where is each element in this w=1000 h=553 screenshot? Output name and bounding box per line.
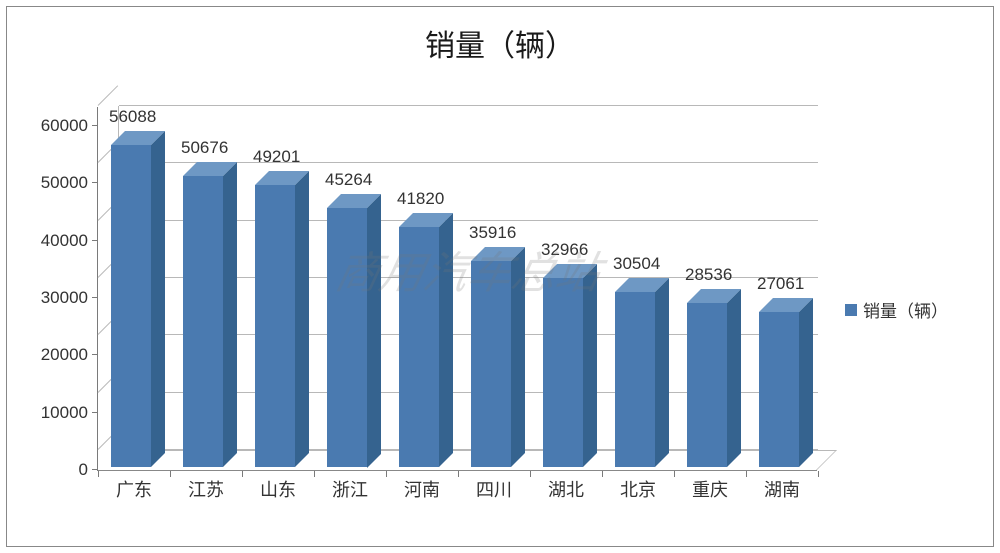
x-axis-label: 重庆 xyxy=(674,476,746,502)
x-axis-label: 广东 xyxy=(98,476,170,502)
x-tick xyxy=(818,471,819,477)
bar-slot: 41820河南 xyxy=(386,106,458,470)
chart-title: 销量（辆） xyxy=(7,21,993,65)
x-axis-label: 江苏 xyxy=(170,476,242,502)
bar-slot: 35916四川 xyxy=(458,106,530,470)
bar-front xyxy=(327,208,367,468)
y-axis-label: 40000 xyxy=(41,231,88,251)
bar-front xyxy=(543,278,583,467)
bar-slot: 32966湖北 xyxy=(530,106,602,470)
gridline-depth xyxy=(98,85,119,106)
bar-value-label: 35916 xyxy=(469,223,516,243)
bar-front xyxy=(111,145,151,467)
bar-side xyxy=(799,298,813,467)
x-axis-label: 河南 xyxy=(386,476,458,502)
bar-front xyxy=(759,312,799,467)
bar-value-label: 27061 xyxy=(757,274,804,294)
legend: 销量（辆） xyxy=(845,297,948,322)
plot-area: 010000200003000040000500006000056088广东50… xyxy=(97,107,817,471)
bar-side xyxy=(511,247,525,467)
bar-slot: 49201山东 xyxy=(242,106,314,470)
x-axis-label: 浙江 xyxy=(314,476,386,502)
y-axis-label: 10000 xyxy=(41,403,88,423)
bar-side xyxy=(367,194,381,468)
y-axis-label: 0 xyxy=(79,460,88,480)
bar-slot: 28536重庆 xyxy=(674,106,746,470)
bar-side xyxy=(439,213,453,467)
bar-value-label: 41820 xyxy=(397,189,444,209)
y-axis-label: 30000 xyxy=(41,288,88,308)
x-axis-label: 北京 xyxy=(602,476,674,502)
bar-value-label: 50676 xyxy=(181,138,228,158)
bar-front xyxy=(687,303,727,467)
y-axis-label: 20000 xyxy=(41,345,88,365)
bar-front xyxy=(183,176,223,467)
bar-front xyxy=(255,185,295,467)
bar-value-label: 30504 xyxy=(613,254,660,274)
bar-front xyxy=(615,292,655,467)
x-axis-label: 湖南 xyxy=(746,476,818,502)
bar-side xyxy=(655,278,669,467)
bar-front xyxy=(471,261,511,467)
x-axis-label: 湖北 xyxy=(530,476,602,502)
legend-swatch xyxy=(845,304,857,316)
bar-slot: 30504北京 xyxy=(602,106,674,470)
bar-value-label: 28536 xyxy=(685,265,732,285)
bar-slot: 45264浙江 xyxy=(314,106,386,470)
bar-value-label: 56088 xyxy=(109,107,156,127)
legend-label: 销量（辆） xyxy=(863,297,948,322)
chart-frame: 销量（辆） 0100002000030000400005000060000560… xyxy=(6,6,994,547)
bar-value-label: 32966 xyxy=(541,240,588,260)
y-axis-label: 60000 xyxy=(41,116,88,136)
bar-slot: 56088广东 xyxy=(98,106,170,470)
bar-slot: 50676江苏 xyxy=(170,106,242,470)
x-tick xyxy=(98,471,99,477)
bar-value-label: 45264 xyxy=(325,170,372,190)
x-axis-label: 四川 xyxy=(458,476,530,502)
bar-value-label: 49201 xyxy=(253,147,300,167)
bar-front xyxy=(399,227,439,467)
bar-side xyxy=(151,131,165,467)
x-axis-label: 山东 xyxy=(242,476,314,502)
bar-side xyxy=(583,264,597,467)
bar-side xyxy=(295,171,309,467)
y-axis-label: 50000 xyxy=(41,173,88,193)
bar-side xyxy=(727,289,741,467)
bar-side xyxy=(223,162,237,467)
bar-slot: 27061湖南 xyxy=(746,106,818,470)
